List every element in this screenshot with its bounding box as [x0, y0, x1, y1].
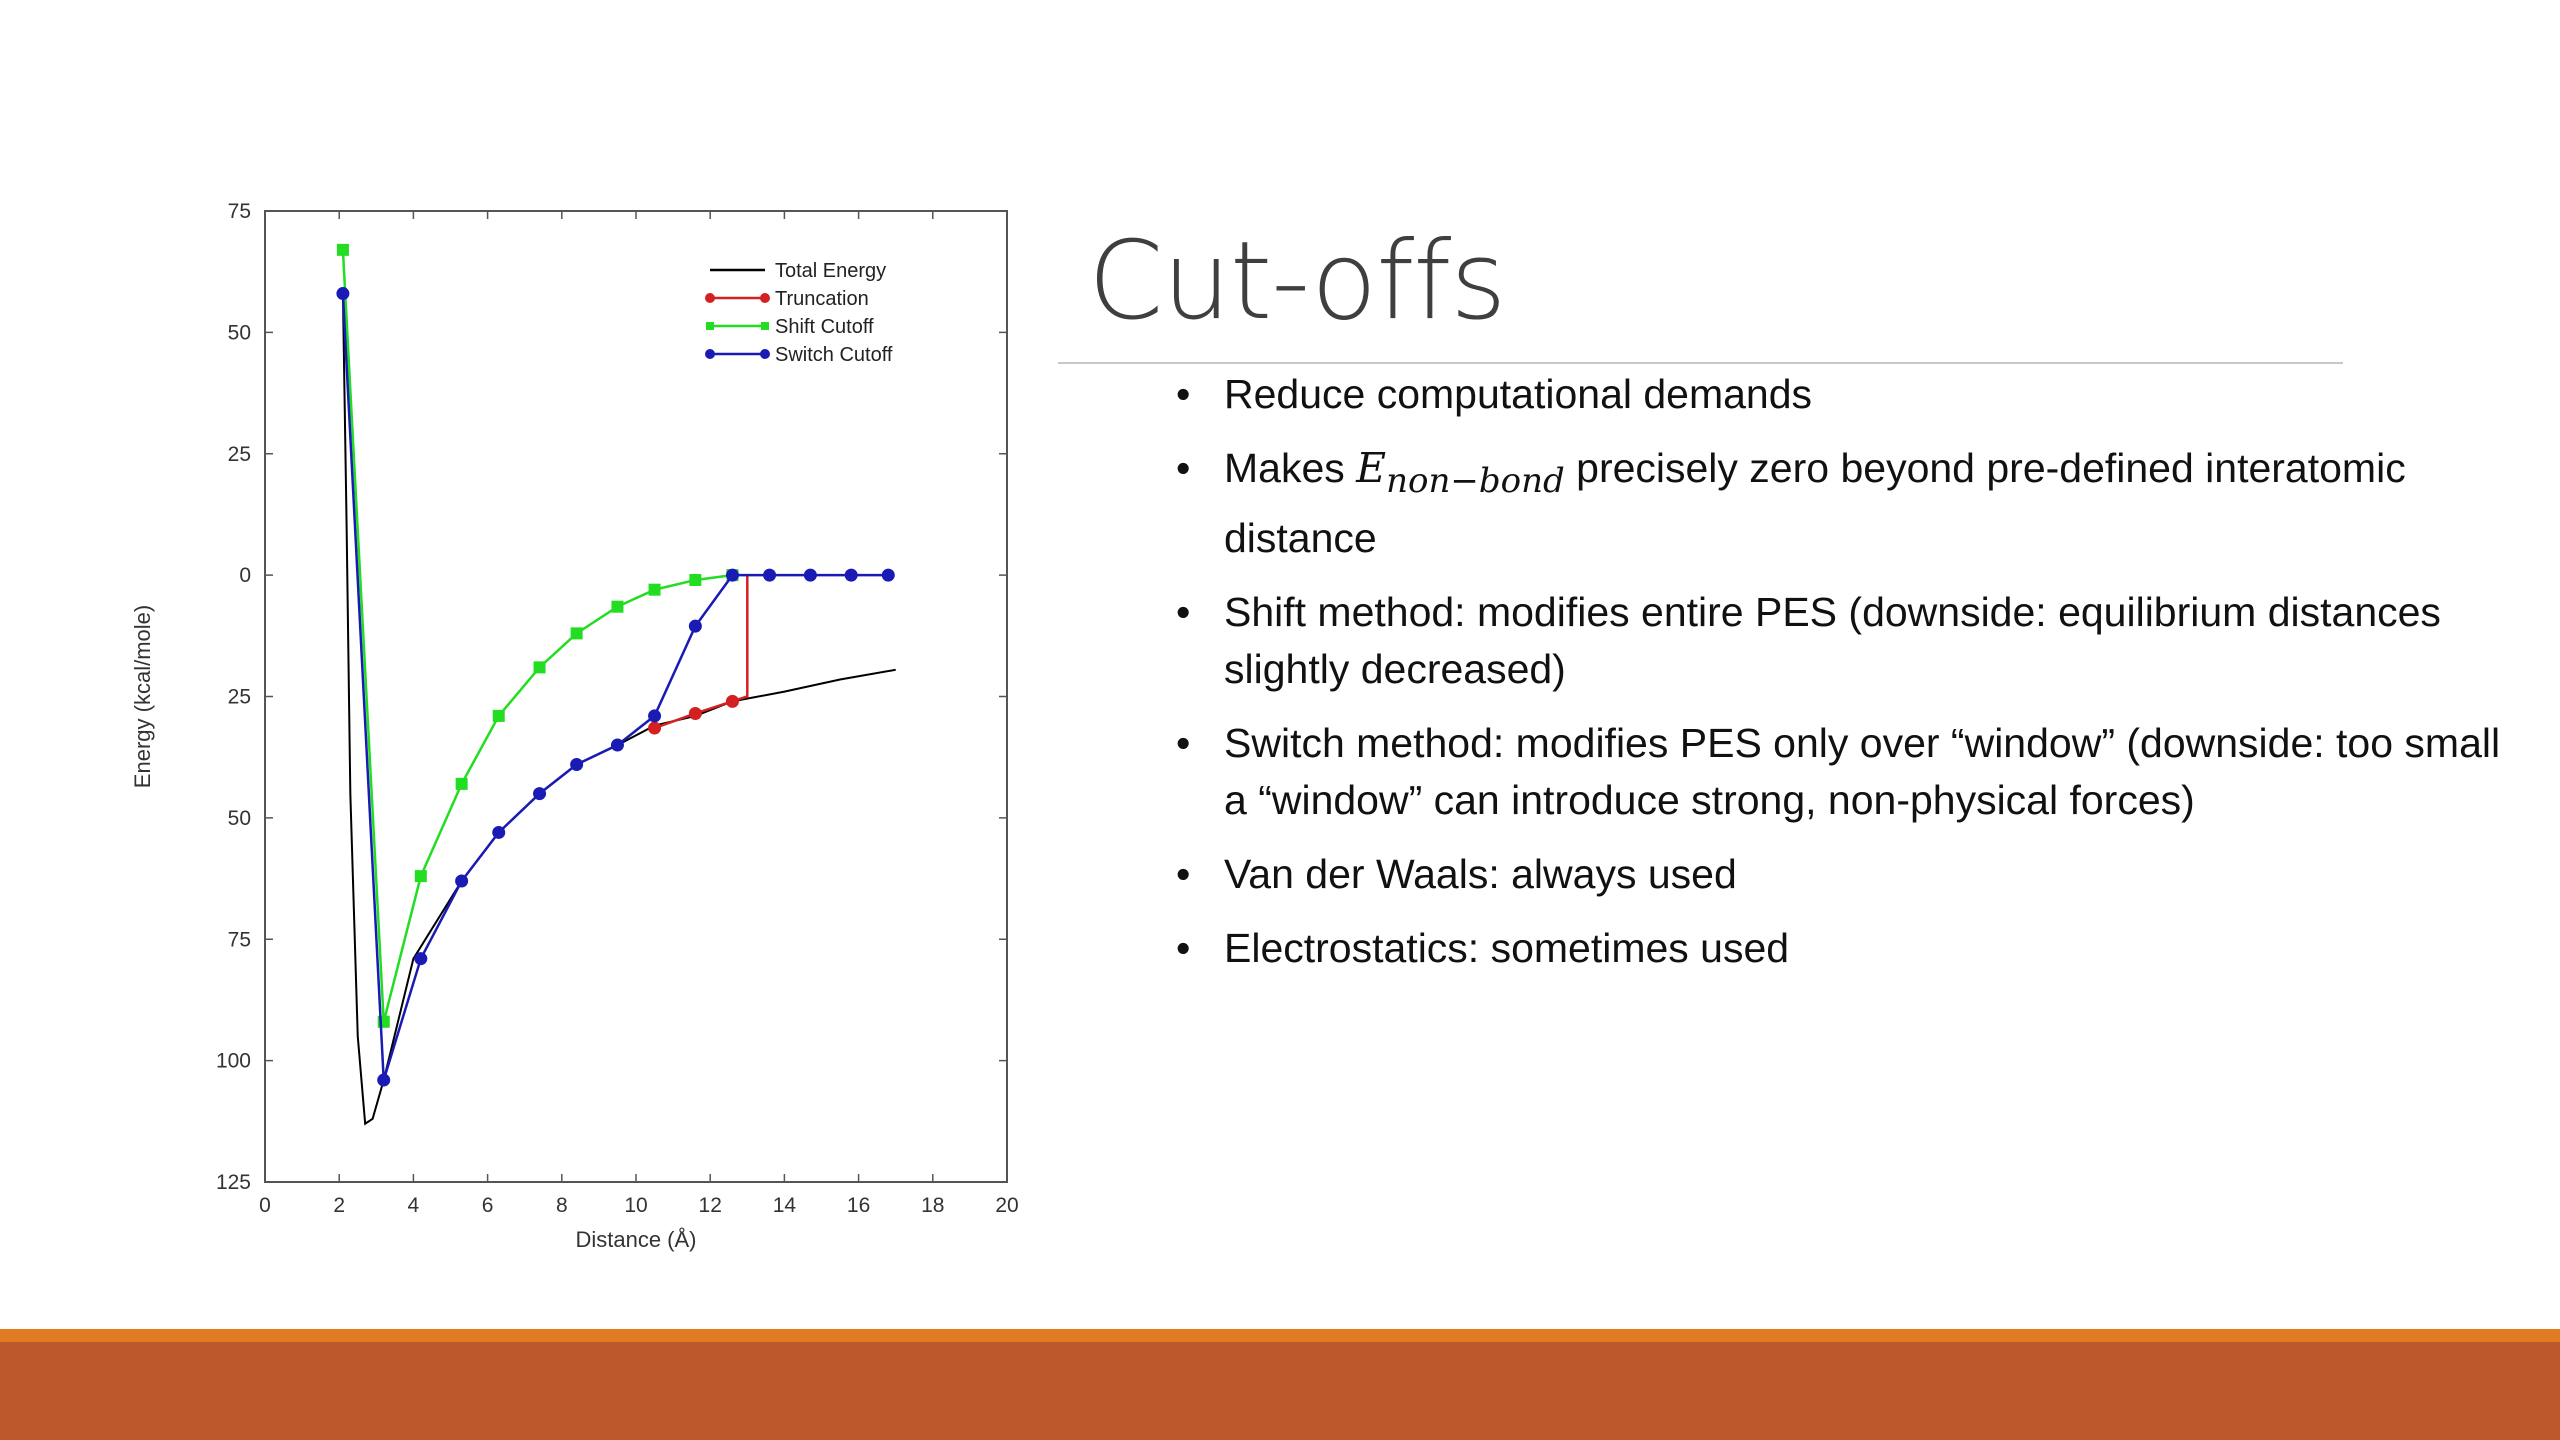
y-tick-label: 75 — [228, 928, 251, 951]
tick-layer: 0 2 4 6 8 10 12 14 16 18 20 75 50 25 0 25 50 75 100 125 — [216, 200, 1019, 1217]
series-layer — [336, 243, 896, 1126]
legend-marker — [760, 293, 770, 303]
x-tick-label: 8 — [556, 1194, 568, 1217]
bullet-text: Electrostatics: sometimes used — [1224, 925, 1790, 971]
data-point-switch-cutoff — [455, 874, 469, 888]
y-tick-label: 50 — [228, 321, 251, 344]
x-tick-label: 6 — [482, 1194, 494, 1217]
legend-label: Total Energy — [775, 260, 886, 282]
data-point-switch-cutoff — [336, 287, 350, 301]
bullet-glyph: • — [1176, 720, 1191, 766]
data-point-switch-cutoff — [763, 568, 777, 582]
x-axis-label: Distance (Å) — [575, 1227, 696, 1252]
x-tick-label: 14 — [773, 1194, 797, 1217]
bullet-glyph: • — [1176, 925, 1191, 971]
data-point-switch-cutoff — [881, 568, 895, 582]
plot-frame — [264, 210, 1008, 1183]
slide-title: Cut-offs — [1088, 219, 1507, 344]
y-tick-label: 100 — [216, 1050, 251, 1073]
bullet-glyph: • — [1176, 589, 1191, 635]
footer-accent-bar — [0, 1342, 2560, 1440]
legend-label: Shift Cutoff — [775, 316, 874, 338]
energy-symbol: Enon−bond — [1356, 444, 1565, 501]
data-point-shift-cutoff — [414, 870, 427, 883]
bullet-list: • Reduce computational demands • Makes E… — [1176, 366, 2516, 994]
bullet-glyph: • — [1176, 851, 1191, 897]
data-point-shift-cutoff — [570, 627, 583, 640]
bullet-text-pre: Makes — [1224, 445, 1357, 491]
data-point-switch-cutoff — [533, 787, 547, 801]
bullet-glyph: • — [1176, 445, 1191, 491]
data-point-shift-cutoff — [689, 573, 702, 586]
bullet-text: Shift method: modifies entire PES (downs… — [1224, 589, 2441, 692]
bullet-text: Van der Waals: always used — [1224, 851, 1737, 897]
legend: Total Energy Truncation Shift Cutoff Switch… — [705, 260, 893, 366]
data-point-switch-cutoff — [492, 825, 506, 839]
bullet-item: • Makes Enon−bond precisely zero beyond … — [1176, 440, 2516, 567]
bullet-text: Reduce computational demands — [1224, 371, 1813, 417]
energy-distance-chart: 0 2 4 6 8 10 12 14 16 18 20 75 50 25 0 25 50 75 100 125 Tot… — [125, 190, 1025, 1280]
legend-marker — [706, 322, 714, 330]
data-point-switch-cutoff — [688, 619, 702, 633]
y-tick-label: 75 — [228, 200, 251, 223]
y-tick-label: 25 — [228, 443, 251, 466]
y-tick-label: 25 — [228, 686, 251, 709]
bullet-glyph: • — [1176, 371, 1191, 417]
x-tick-label: 2 — [333, 1194, 345, 1217]
x-tick-label: 16 — [847, 1194, 870, 1217]
x-tick-label: 20 — [995, 1194, 1018, 1217]
y-tick-label: 50 — [228, 807, 251, 830]
data-point-shift-cutoff — [648, 583, 661, 596]
bullet-item: • Shift method: modifies entire PES (dow… — [1176, 584, 2516, 698]
y-tick-label: 0 — [239, 564, 251, 587]
x-tick-label: 4 — [408, 1194, 420, 1217]
y-tick-label: 125 — [216, 1171, 251, 1194]
data-point-switch-cutoff — [610, 738, 624, 752]
data-point-switch-cutoff — [414, 952, 428, 966]
y-axis-label: Energy (kcal/mole) — [130, 605, 155, 788]
data-point-shift-cutoff — [492, 709, 505, 722]
series-line-shift-cutoff — [341, 249, 733, 1023]
bullet-item: • Switch method: modifies PES only over … — [1176, 715, 2516, 829]
legend-marker — [705, 349, 715, 359]
data-point-truncation — [688, 706, 702, 720]
data-point-truncation — [725, 694, 739, 708]
legend-label: Truncation — [775, 288, 869, 310]
data-point-shift-cutoff — [336, 243, 349, 256]
energy-symbol-subscript: non−bond — [1386, 461, 1565, 501]
energy-symbol-main: E — [1356, 444, 1387, 492]
bullet-item: • Reduce computational demands — [1176, 366, 2516, 423]
data-point-switch-cutoff — [803, 568, 817, 582]
series-line-total-energy — [341, 293, 896, 1126]
data-point-switch-cutoff — [725, 568, 739, 582]
data-point-switch-cutoff — [648, 709, 662, 723]
data-point-switch-cutoff — [570, 757, 584, 771]
data-point-switch-cutoff — [844, 568, 858, 582]
bullet-text-post: precisely zero beyond pre-defined intera… — [1224, 445, 2406, 561]
bullet-text: Switch method: modifies PES only over “w… — [1224, 720, 2501, 823]
legend-marker — [705, 293, 715, 303]
chart-svg: 0 2 4 6 8 10 12 14 16 18 20 75 50 25 0 25 50 75 100 125 Tot… — [130, 200, 1019, 1252]
data-point-shift-cutoff — [377, 1015, 390, 1028]
legend-label: Switch Cutoff — [775, 344, 893, 366]
data-point-shift-cutoff — [455, 777, 468, 790]
x-tick-label: 0 — [259, 1194, 271, 1217]
title-divider — [1058, 362, 2343, 364]
legend-marker — [760, 349, 770, 359]
x-tick-label: 18 — [921, 1194, 944, 1217]
x-tick-label: 10 — [624, 1194, 647, 1217]
bullet-item: • Electrostatics: sometimes used — [1176, 920, 2516, 977]
footer-accent-stripe — [0, 1329, 2560, 1342]
bullet-item: • Van der Waals: always used — [1176, 846, 2516, 903]
data-point-shift-cutoff — [533, 661, 546, 674]
x-tick-label: 12 — [699, 1194, 722, 1217]
data-point-truncation — [648, 721, 662, 735]
data-point-switch-cutoff — [377, 1073, 391, 1087]
legend-marker — [761, 322, 769, 330]
data-point-shift-cutoff — [611, 600, 624, 613]
